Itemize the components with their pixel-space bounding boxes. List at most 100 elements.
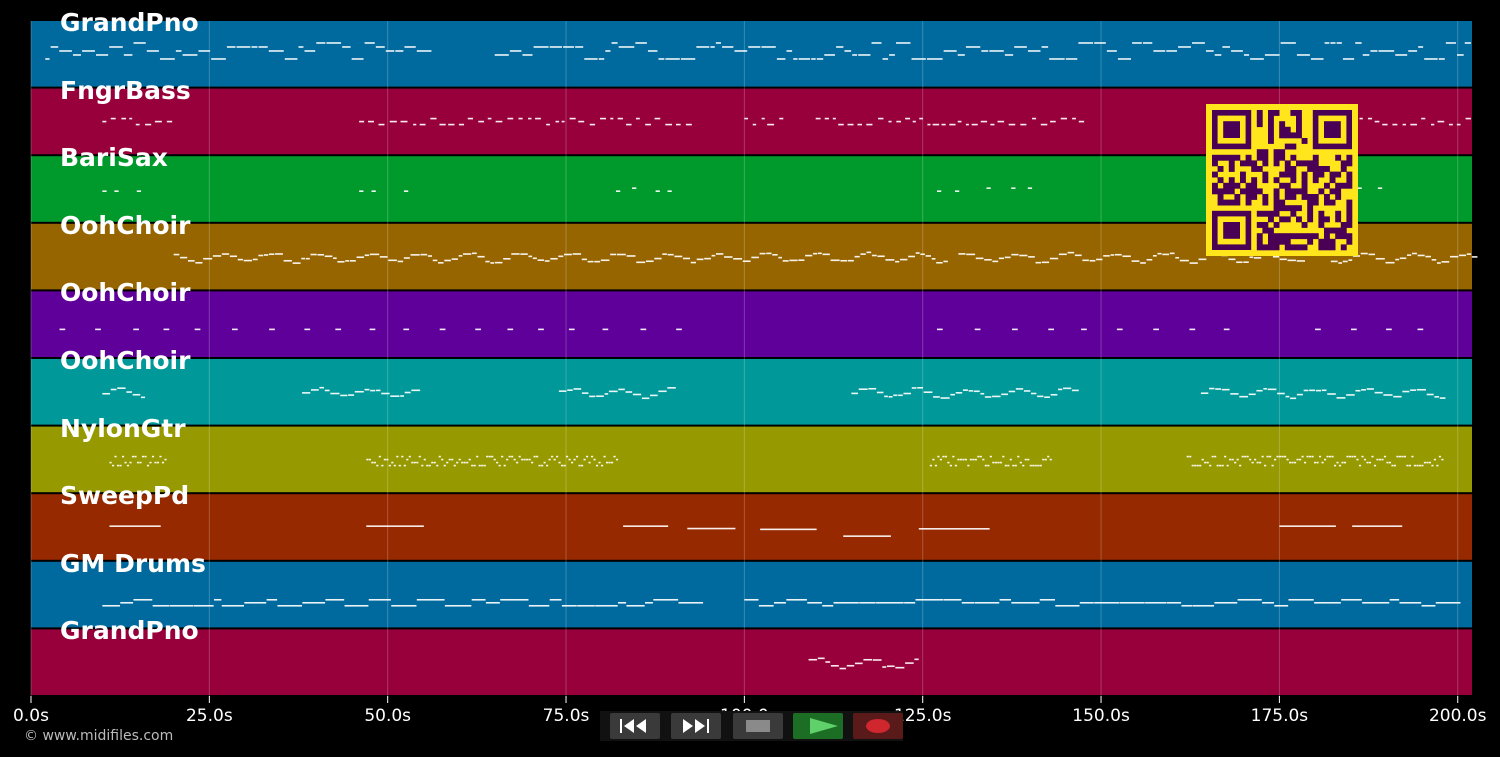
- note: [1310, 58, 1324, 60]
- note: [513, 458, 516, 461]
- note: [266, 598, 278, 601]
- note: [340, 394, 348, 397]
- note: [310, 253, 317, 256]
- note: [1221, 388, 1230, 391]
- note: [923, 391, 933, 393]
- note: [613, 455, 616, 458]
- note: [1279, 258, 1287, 261]
- note: [655, 190, 660, 192]
- note: [1386, 461, 1389, 464]
- note: [915, 598, 944, 601]
- note: [1277, 392, 1285, 395]
- note: [475, 328, 481, 331]
- note: [1231, 50, 1243, 52]
- note: [1262, 601, 1274, 604]
- note: [1110, 254, 1115, 256]
- note: [896, 120, 902, 123]
- note: [416, 461, 419, 464]
- note: [413, 123, 417, 126]
- rewind-button[interactable]: [610, 713, 660, 739]
- note: [882, 58, 889, 60]
- note: [481, 464, 484, 467]
- note: [1288, 598, 1314, 601]
- fast-forward-button[interactable]: [671, 713, 721, 739]
- note: [151, 455, 155, 458]
- note: [1321, 461, 1324, 464]
- note: [866, 123, 873, 126]
- note: [413, 461, 416, 464]
- note: [522, 54, 533, 56]
- note: [1253, 257, 1262, 259]
- note: [268, 50, 284, 52]
- note: [665, 58, 680, 60]
- note: [1361, 389, 1366, 391]
- note: [733, 258, 743, 260]
- note: [1392, 123, 1398, 126]
- note: [903, 392, 912, 395]
- play-button[interactable]: [793, 713, 843, 739]
- note: [836, 46, 844, 48]
- note: [359, 120, 365, 123]
- note: [566, 455, 569, 458]
- note: [430, 117, 437, 120]
- note: [310, 389, 319, 391]
- note: [1049, 458, 1052, 461]
- note: [944, 455, 947, 458]
- note: [962, 389, 968, 391]
- note: [971, 123, 978, 126]
- stop-button[interactable]: [733, 713, 783, 739]
- note: [1294, 461, 1297, 464]
- note: [1241, 455, 1244, 458]
- note: [305, 257, 310, 260]
- note: [992, 260, 999, 263]
- tick-label: 150.0s: [1072, 706, 1130, 726]
- note: [590, 455, 594, 458]
- note: [593, 458, 596, 461]
- note: [587, 260, 594, 263]
- note: [667, 190, 672, 192]
- note: [908, 255, 916, 258]
- note: [508, 455, 511, 458]
- note: [1424, 58, 1438, 60]
- note: [1411, 252, 1417, 255]
- record-button[interactable]: [853, 713, 903, 739]
- note: [1445, 42, 1456, 44]
- note: [1279, 525, 1336, 527]
- note: [1199, 464, 1202, 467]
- note: [1047, 455, 1050, 458]
- note: [1373, 464, 1377, 467]
- note: [568, 458, 571, 461]
- note: [543, 461, 546, 464]
- note: [1211, 455, 1214, 458]
- note: [645, 260, 654, 263]
- note: [947, 461, 950, 464]
- note: [1434, 396, 1440, 398]
- note: [1004, 256, 1011, 259]
- note: [989, 455, 992, 458]
- note: [793, 58, 798, 60]
- note: [1393, 395, 1402, 398]
- note: [221, 604, 244, 607]
- note: [1296, 393, 1303, 396]
- note: [758, 604, 774, 607]
- note: [139, 461, 142, 464]
- note: [1079, 601, 1094, 604]
- note: [1162, 253, 1170, 256]
- note: [1286, 458, 1289, 461]
- note: [145, 123, 152, 126]
- note: [1435, 601, 1461, 604]
- note: [141, 455, 145, 458]
- note: [359, 190, 364, 192]
- note: [477, 255, 485, 258]
- note: [1285, 395, 1290, 398]
- note: [595, 464, 599, 467]
- note: [1264, 54, 1280, 56]
- note: [354, 390, 364, 393]
- track-label: NylonGtr: [60, 413, 186, 443]
- note: [761, 117, 765, 120]
- note: [830, 665, 839, 667]
- note: [1072, 117, 1076, 120]
- note: [129, 117, 133, 120]
- note: [1236, 458, 1239, 461]
- track-label: FngrBass: [60, 75, 191, 105]
